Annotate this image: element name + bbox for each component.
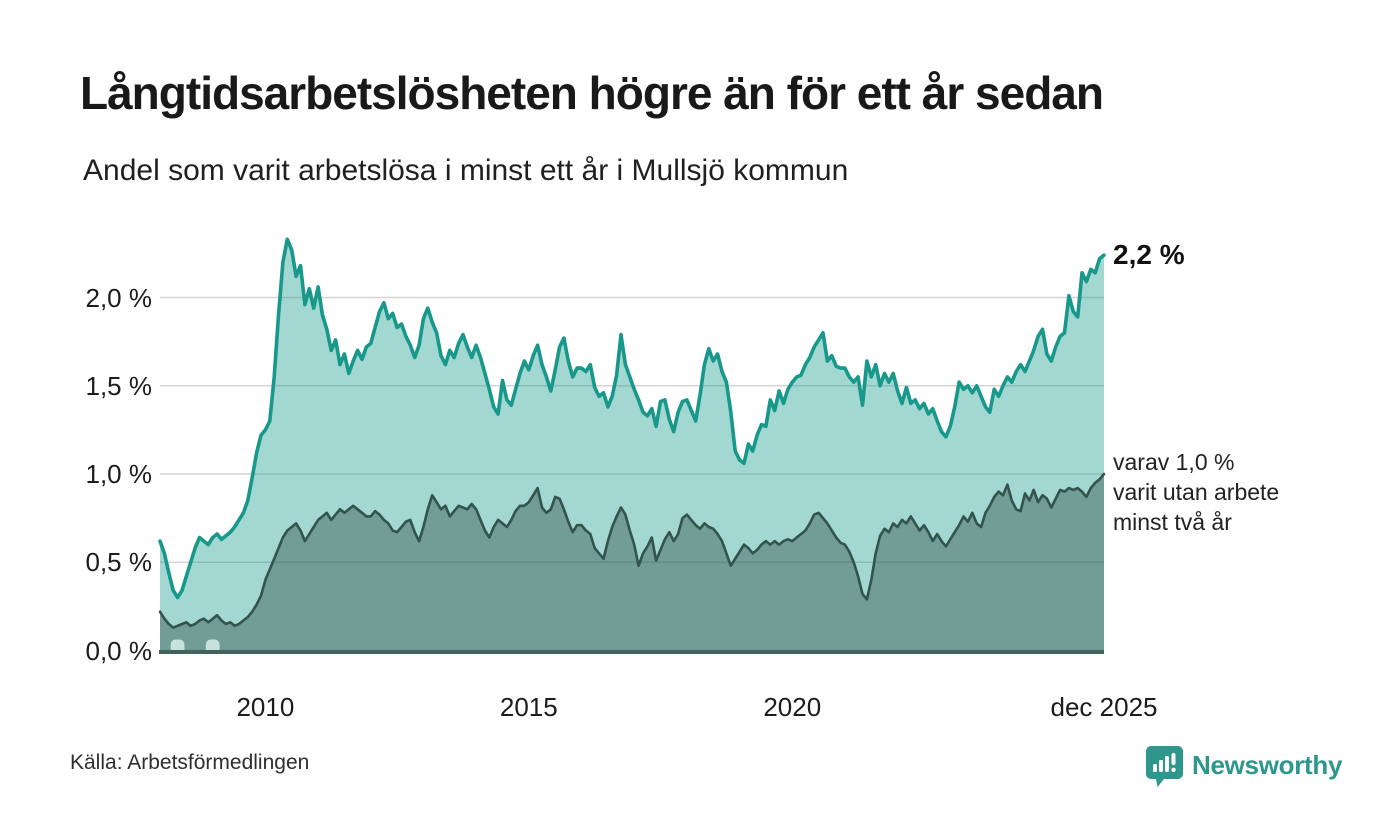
page-subtitle: Andel som varit arbetslösa i minst ett å… [83,154,849,187]
x-tick-label: 2010 [236,692,295,722]
brand-name: Newsworthy [1192,750,1343,780]
y-tick-label: 2,0 % [85,282,153,313]
secondary-series-label-line: varit utan arbete [1113,479,1280,505]
secondary-series-label-line: varav 1,0 % [1113,449,1235,475]
y-tick-label: 1,5 % [85,370,153,401]
x-tick-label: 2020 [763,692,822,722]
y-tick-label: 1,0 % [85,459,153,489]
brand-footer: Newsworthy [1146,745,1342,792]
secondary-series-label: varav 1,0 % varit utan arbete minst två … [1113,447,1279,537]
source-note: Källa: Arbetsförmedlingen [70,751,310,774]
y-tick-label: 0,0 % [85,635,153,666]
y-tick-label: 0,5 % [85,547,153,578]
secondary-series-label-line: minst två år [1113,509,1232,535]
x-tick-label: 2015 [499,692,558,722]
x-tick-label: dec 2025 [1050,692,1158,722]
newsworthy-logo-icon [1146,745,1183,792]
end-value-label: 2,2 % [1113,239,1185,271]
page-title: Långtidsarbetslösheten högre än för ett … [80,67,1104,119]
